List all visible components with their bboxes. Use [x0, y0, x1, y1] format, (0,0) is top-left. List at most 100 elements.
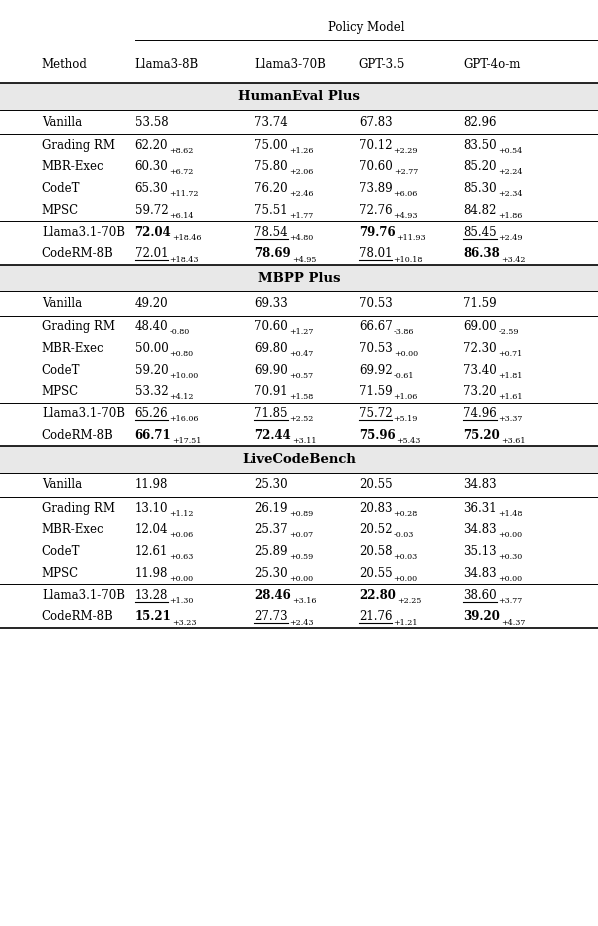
Text: 13.28: 13.28 [135, 589, 168, 602]
Text: 53.32: 53.32 [135, 385, 168, 398]
Text: 71.59: 71.59 [463, 297, 497, 310]
Text: MBR-Exec: MBR-Exec [42, 523, 105, 536]
Text: 53.58: 53.58 [135, 116, 168, 129]
Text: 13.10: 13.10 [135, 502, 168, 515]
Text: 74.96: 74.96 [463, 407, 497, 420]
Text: 15.21: 15.21 [135, 610, 171, 623]
Text: 70.53: 70.53 [359, 342, 392, 355]
Text: 39.20: 39.20 [463, 610, 501, 623]
Text: +2.43: +2.43 [289, 619, 313, 627]
Text: MBPP Plus: MBPP Plus [258, 271, 340, 284]
Text: 59.20: 59.20 [135, 364, 168, 377]
Text: 34.83: 34.83 [463, 479, 497, 492]
Text: 73.89: 73.89 [359, 182, 392, 195]
Text: +0.00: +0.00 [393, 350, 418, 358]
Text: 72.76: 72.76 [359, 204, 392, 217]
Text: CodeRM-8B: CodeRM-8B [42, 610, 114, 623]
Text: 70.60: 70.60 [359, 160, 392, 173]
Text: 65.26: 65.26 [135, 407, 168, 420]
Text: 25.89: 25.89 [254, 545, 288, 558]
Bar [0, 83, 598, 109]
Text: 75.96: 75.96 [359, 429, 395, 442]
Text: +0.80: +0.80 [169, 350, 194, 358]
Text: +4.95: +4.95 [292, 256, 316, 264]
Text: 78.01: 78.01 [359, 247, 392, 260]
Text: 86.38: 86.38 [463, 247, 500, 260]
Text: 76.20: 76.20 [254, 182, 288, 195]
Text: 25.30: 25.30 [254, 567, 288, 580]
Text: 25.30: 25.30 [254, 479, 288, 492]
Text: 78.54: 78.54 [254, 226, 288, 239]
Text: +1.21: +1.21 [393, 619, 418, 627]
Text: CodeRM-8B: CodeRM-8B [42, 429, 114, 442]
Text: +0.00: +0.00 [169, 575, 193, 583]
Text: +5.19: +5.19 [393, 415, 418, 423]
Text: +4.12: +4.12 [169, 394, 194, 402]
Text: MPSC: MPSC [42, 204, 79, 217]
Text: MPSC: MPSC [42, 567, 79, 580]
Text: 20.55: 20.55 [359, 479, 392, 492]
Text: 12.04: 12.04 [135, 523, 168, 536]
Text: +0.06: +0.06 [169, 532, 194, 540]
Text: 72.01: 72.01 [135, 247, 168, 260]
Text: +4.93: +4.93 [393, 212, 418, 220]
Text: Llama3-8B: Llama3-8B [135, 58, 199, 71]
Text: Grading RM: Grading RM [42, 139, 115, 152]
Text: -0.61: -0.61 [393, 371, 414, 380]
Text: +0.00: +0.00 [498, 532, 523, 540]
Text: Llama3.1-70B: Llama3.1-70B [42, 407, 125, 420]
Text: 82.96: 82.96 [463, 116, 497, 129]
Text: +6.72: +6.72 [169, 169, 194, 177]
Text: CodeT: CodeT [42, 182, 80, 195]
Text: 60.30: 60.30 [135, 160, 168, 173]
Text: 12.61: 12.61 [135, 545, 168, 558]
Text: GPT-4o-m: GPT-4o-m [463, 58, 521, 71]
Text: CodeRM-8B: CodeRM-8B [42, 247, 114, 260]
Text: +0.57: +0.57 [289, 371, 313, 380]
Text: 49.20: 49.20 [135, 297, 168, 310]
Text: -3.86: -3.86 [393, 328, 414, 336]
Text: +0.30: +0.30 [498, 553, 523, 561]
Text: +3.61: +3.61 [501, 437, 526, 445]
Text: +0.47: +0.47 [289, 350, 313, 358]
Text: 69.00: 69.00 [463, 320, 497, 333]
Text: +1.12: +1.12 [169, 509, 194, 518]
Text: 69.33: 69.33 [254, 297, 288, 310]
Text: GPT-3.5: GPT-3.5 [359, 58, 405, 71]
Text: +0.28: +0.28 [393, 509, 418, 518]
Text: 20.83: 20.83 [359, 502, 392, 515]
Text: +6.14: +6.14 [169, 212, 194, 220]
Text: 85.30: 85.30 [463, 182, 497, 195]
Text: +8.62: +8.62 [169, 146, 194, 155]
Text: -2.59: -2.59 [498, 328, 519, 336]
Text: +18.43: +18.43 [169, 256, 199, 264]
Text: 71.85: 71.85 [254, 407, 288, 420]
Text: 11.98: 11.98 [135, 567, 168, 580]
Text: MPSC: MPSC [42, 385, 79, 398]
Text: +18.46: +18.46 [172, 233, 202, 242]
Text: +1.81: +1.81 [498, 371, 523, 380]
Text: Llama3.1-70B: Llama3.1-70B [42, 589, 125, 602]
Text: +0.63: +0.63 [169, 553, 194, 561]
Bar [0, 446, 598, 472]
Text: +2.24: +2.24 [498, 169, 523, 177]
Text: 26.19: 26.19 [254, 502, 288, 515]
Text: +1.86: +1.86 [498, 212, 523, 220]
Text: MBR-Exec: MBR-Exec [42, 160, 105, 173]
Text: +4.37: +4.37 [502, 619, 526, 627]
Text: +3.42: +3.42 [501, 256, 526, 264]
Text: 83.50: 83.50 [463, 139, 497, 152]
Text: +2.77: +2.77 [393, 169, 418, 177]
Text: +0.00: +0.00 [289, 575, 313, 583]
Text: Policy Model: Policy Model [328, 21, 404, 34]
Text: +2.49: +2.49 [498, 233, 523, 242]
Text: 75.51: 75.51 [254, 204, 288, 217]
Text: +3.11: +3.11 [292, 437, 316, 445]
Text: 62.20: 62.20 [135, 139, 168, 152]
Text: +1.26: +1.26 [289, 146, 313, 155]
Text: +10.18: +10.18 [393, 256, 423, 264]
Text: 35.13: 35.13 [463, 545, 497, 558]
Text: 65.30: 65.30 [135, 182, 168, 195]
Text: 70.53: 70.53 [359, 297, 392, 310]
Text: 67.83: 67.83 [359, 116, 392, 129]
